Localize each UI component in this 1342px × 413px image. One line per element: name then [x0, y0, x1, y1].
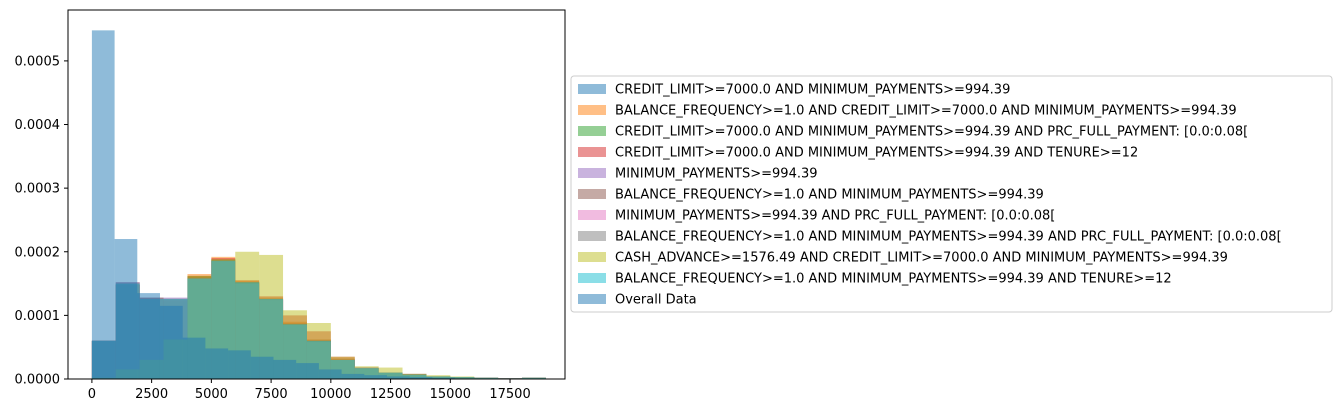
- series-10: [91, 30, 546, 380]
- histogram-bar: [114, 239, 138, 379]
- x-axis-ticks: 0 2500 5000 7500 10000 12500 15000 17500: [88, 379, 531, 402]
- legend-swatch: [578, 210, 606, 220]
- y-tick-label: 0.0000: [15, 373, 61, 388]
- legend-swatch: [578, 168, 606, 178]
- histogram-bar: [273, 359, 297, 379]
- legend-label: CREDIT_LIMIT>=7000.0 AND MINIMUM_PAYMENT…: [615, 125, 1248, 140]
- histogram-bar: [364, 375, 387, 379]
- legend-label: MINIMUM_PAYMENTS>=994.39: [615, 167, 818, 182]
- histogram-bar: [318, 369, 342, 379]
- histogram-bar: [296, 363, 319, 379]
- histogram-bar: [159, 305, 183, 379]
- histogram-bar: [91, 30, 115, 380]
- y-tick-label: 0.0005: [15, 54, 61, 69]
- x-tick-label: 17500: [489, 387, 530, 402]
- histogram-bar: [341, 373, 365, 379]
- histogram-bar: [378, 372, 403, 379]
- histogram-bar: [409, 377, 433, 379]
- legend-frame: [570, 75, 1333, 313]
- legend-swatch: [578, 294, 606, 304]
- legend-label: BALANCE_FREQUENCY>=1.0 AND MINIMUM_PAYME…: [615, 272, 1172, 287]
- legend: CREDIT_LIMIT>=7000.0 AND MINIMUM_PAYMENT…: [570, 75, 1333, 313]
- x-tick-label: 7500: [255, 387, 288, 402]
- histogram-bar: [182, 337, 206, 379]
- legend-label: CASH_ADVANCE>=1576.49 AND CREDIT_LIMIT>=…: [615, 251, 1228, 266]
- histogram-bar: [205, 348, 229, 379]
- y-tick-label: 0.0003: [15, 182, 61, 197]
- y-axis-ticks: 0.0000 0.0001 0.0002 0.0003 0.0004 0.0005: [15, 54, 68, 388]
- x-tick-label: 0: [88, 387, 96, 402]
- legend-label: BALANCE_FREQUENCY>=1.0 AND MINIMUM_PAYME…: [615, 230, 1282, 245]
- histogram-bar: [228, 350, 251, 379]
- histogram-bar: [450, 377, 475, 379]
- legend-label: Overall Data: [615, 293, 697, 308]
- legend-swatch: [578, 126, 606, 136]
- legend-label: CREDIT_LIMIT>=7000.0 AND MINIMUM_PAYMENT…: [615, 83, 1010, 98]
- x-tick-label: 5000: [195, 387, 228, 402]
- legend-swatch: [578, 231, 606, 241]
- legend-label: MINIMUM_PAYMENTS>=994.39 AND PRC_FULL_PA…: [615, 209, 1055, 224]
- y-tick-label: 0.0004: [15, 118, 61, 133]
- legend-items: CREDIT_LIMIT>=7000.0 AND MINIMUM_PAYMENT…: [578, 83, 1282, 308]
- legend-swatch: [578, 189, 606, 199]
- histogram-bar: [386, 376, 410, 379]
- legend-swatch: [578, 84, 606, 94]
- histogram-bar: [250, 356, 274, 379]
- legend-label: CREDIT_LIMIT>=7000.0 AND MINIMUM_PAYMENT…: [615, 146, 1138, 161]
- histogram-bar: [402, 374, 427, 379]
- x-tick-label: 12500: [370, 387, 411, 402]
- legend-label: BALANCE_FREQUENCY>=1.0 AND MINIMUM_PAYME…: [615, 188, 1044, 203]
- y-tick-label: 0.0002: [15, 245, 61, 260]
- x-tick-label: 15000: [430, 387, 471, 402]
- x-tick-label: 10000: [310, 387, 351, 402]
- histogram-bar: [137, 293, 160, 379]
- histogram-bar: [432, 377, 456, 379]
- x-tick-label: 2500: [135, 387, 168, 402]
- legend-swatch: [578, 105, 606, 115]
- legend-swatch: [578, 147, 606, 157]
- legend-swatch: [578, 273, 606, 283]
- histogram-bar: [426, 376, 451, 379]
- legend-label: BALANCE_FREQUENCY>=1.0 AND CREDIT_LIMIT>…: [615, 104, 1237, 119]
- legend-swatch: [578, 252, 606, 262]
- axes-frame: [67, 9, 566, 380]
- y-tick-label: 0.0001: [15, 309, 61, 324]
- histogram-bars: [91, 30, 546, 380]
- histogram-bar: [354, 368, 379, 379]
